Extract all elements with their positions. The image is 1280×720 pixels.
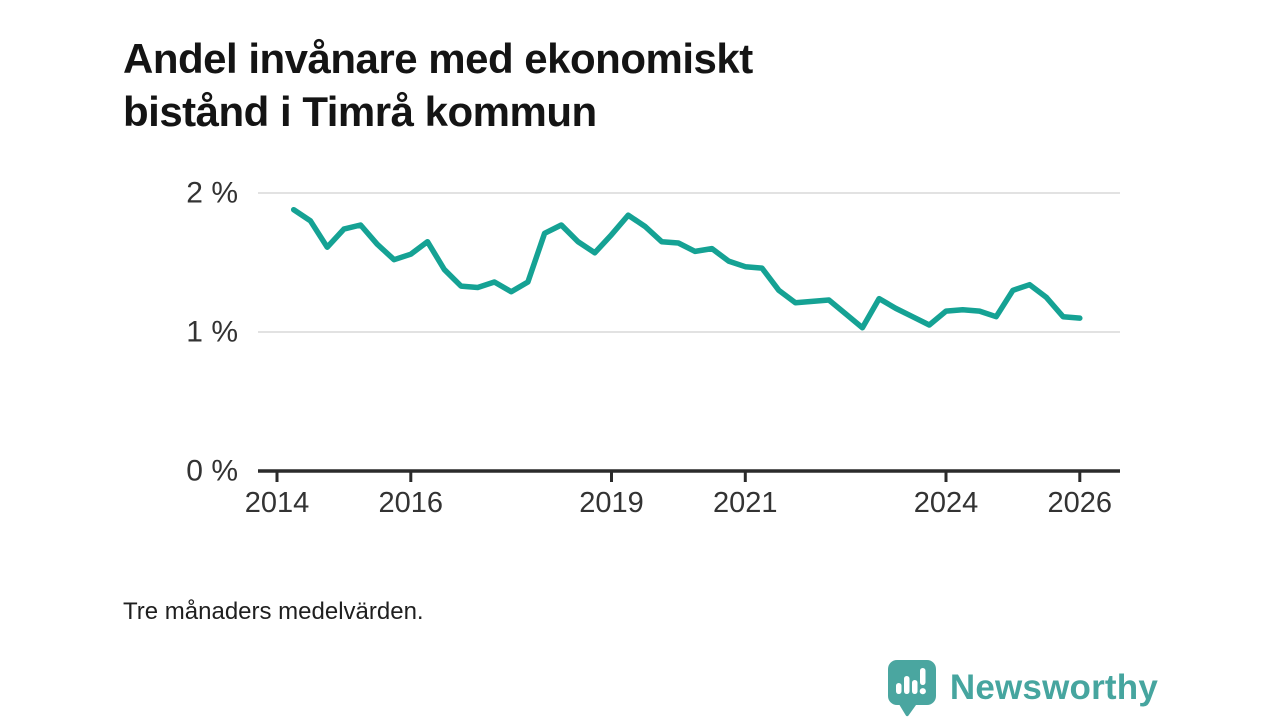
x-tick-label: 2016 xyxy=(379,487,444,519)
data-series-line xyxy=(290,206,1083,331)
x-tick-label: 2019 xyxy=(579,487,644,519)
y-tick-label: 2 % xyxy=(186,177,238,210)
y-tick-label: 0 % xyxy=(186,455,238,488)
x-tick-label: 2021 xyxy=(713,487,778,519)
speech-bubble-bar-chart-icon xyxy=(887,660,936,717)
x-tick-label: 2024 xyxy=(914,487,979,519)
newsworthy-logo: Newsworthy xyxy=(887,659,1158,717)
brand-name: Newsworthy xyxy=(949,668,1158,707)
y-tick-label: 1 % xyxy=(186,316,238,349)
chart-footnote: Tre månaders medelvärden. xyxy=(123,598,424,625)
page-title: Andel invånare med ekonomiskt bistånd i … xyxy=(123,35,753,136)
x-tick-label: 2014 xyxy=(245,487,310,519)
x-tick-label: 2026 xyxy=(1048,487,1113,519)
